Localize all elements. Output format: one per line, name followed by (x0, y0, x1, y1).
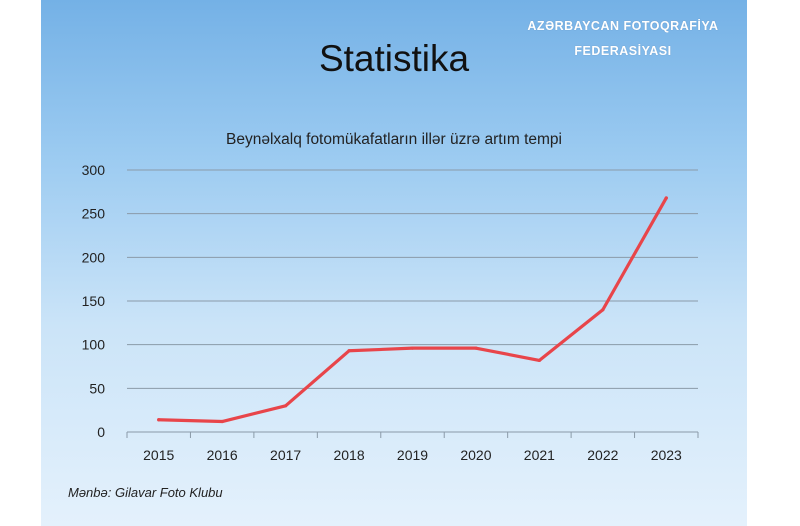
x-tick-label: 2015 (143, 447, 174, 463)
source-note: Mənbə: Gilavar Foto Klubu (68, 485, 223, 500)
x-tick-label: 2017 (270, 447, 301, 463)
series (157, 196, 668, 424)
data-point-2023 (664, 196, 668, 200)
x-tick-label: 2019 (397, 447, 428, 463)
federation-watermark: AZƏRBAYCAN FOTOQRAFİYA FEDERASİYASI (503, 14, 743, 64)
data-point-2016 (220, 419, 224, 424)
x-tick-label: 2023 (651, 447, 682, 463)
y-tick-label: 250 (82, 206, 106, 222)
x-tick-labels: 2015 2016 2017 2018 2019 2020 2021 2022 2023 (143, 447, 682, 463)
y-tick-labels: 0 50 100 150 200 250 300 (82, 162, 106, 440)
data-point-2022 (601, 308, 605, 312)
watermark-line-2: FEDERASİYASI (574, 44, 672, 58)
watermark-line-1: AZƏRBAYCAN FOTOQRAFİYA (527, 19, 719, 33)
gridlines (127, 169, 698, 389)
x-tick-label: 2022 (587, 447, 618, 463)
x-tick-label: 2016 (207, 447, 238, 463)
y-tick-label: 0 (97, 424, 105, 440)
x-tick-label: 2021 (524, 447, 555, 463)
chart-title: Beynəlxalq fotomükafatların illər üzrə a… (226, 131, 562, 148)
y-tick-label: 100 (82, 337, 106, 353)
y-tick-label: 200 (82, 249, 106, 265)
slide: AZƏRBAYCAN FOTOQRAFİYA FEDERASİYASI Stat… (41, 0, 747, 526)
data-point-2018 (347, 349, 351, 353)
y-tick-label: 150 (82, 293, 106, 309)
data-point-2020 (474, 346, 478, 350)
data-point-2019 (410, 346, 415, 350)
slide-title: Statistika (318, 38, 470, 79)
data-point-2015 (157, 418, 161, 422)
y-tick-label: 50 (89, 380, 105, 396)
data-point-2017 (284, 404, 288, 408)
x-tick-label: 2018 (333, 447, 364, 463)
y-tick-label: 300 (82, 162, 106, 178)
data-point-2021 (537, 358, 541, 362)
axes (126, 431, 699, 438)
x-tick-label: 2020 (460, 447, 491, 463)
